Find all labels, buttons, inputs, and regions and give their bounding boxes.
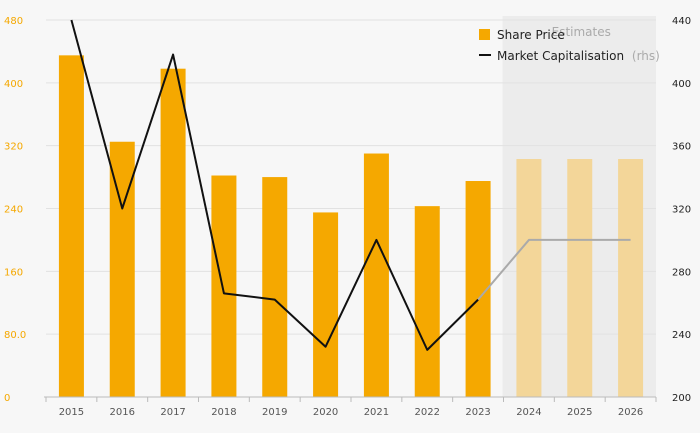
x-tick-label: 2015 [59,407,84,418]
bar-share-price [160,68,186,397]
y-right-tick-label: 440 [672,16,691,27]
legend-label-share-price: Share Price [497,28,565,42]
y-left-tick-label: 80.0 [4,330,26,341]
x-tick-label: 2017 [160,407,185,418]
bar-share-price [567,159,593,397]
bar-share-price [516,159,542,397]
x-tick-label: 2023 [465,407,490,418]
gridlines [46,19,656,335]
y-right-tick-label: 280 [672,267,691,278]
x-tick-label: 2021 [364,407,389,418]
line-market-cap-estimates [477,238,631,301]
axes: 0 80.0 160 240 320 400 480 200 240 280 320 360 400 44… [4,16,691,418]
estimates-label: Estimates [552,25,611,39]
y-right-tick-label: 320 [672,205,691,216]
bar-share-price [618,159,644,397]
y-right-tick-label: 360 [672,142,691,153]
y-right-tick-label: 200 [672,393,691,404]
y-right-tick-label: 400 [672,79,691,90]
y-left-tick-label: 240 [4,205,23,216]
x-tick-label: 2020 [313,407,338,418]
y-left-tick-label: 400 [4,79,23,90]
bar-share-price [313,212,339,397]
bar-share-price [414,206,440,397]
y-left-tick-label: 480 [4,16,23,27]
y-right-tick-label: 240 [672,330,691,341]
x-tick-label: 2025 [567,407,592,418]
x-tick-label: 2016 [110,407,135,418]
legend-label-market-cap-name: Market Capitalisation [497,49,624,63]
x-tick-label: 2024 [516,407,541,418]
y-left-tick-label: 160 [4,267,23,278]
x-tick-label: 2022 [415,407,440,418]
legend: Share Price Market Capitalisation (rhs) [479,28,660,63]
line-market-cap [70,19,479,351]
bar-share-price [211,175,237,397]
x-tick-label: 2019 [262,407,287,418]
line-series [70,19,631,351]
y-left-tick-label: 320 [4,142,23,153]
legend-swatch-share-price [479,29,490,40]
legend-label-market-cap: Market Capitalisation (rhs) [497,49,660,63]
legend-label-rhs: (rhs) [632,49,660,63]
x-tick-label: 2018 [211,407,236,418]
y-left-tick-label: 0 [4,393,10,404]
bar-series [58,55,644,397]
bar-share-price [262,177,288,397]
bar-share-price [363,153,389,397]
bar-share-price [58,55,84,397]
x-tick-label: 2026 [618,407,643,418]
